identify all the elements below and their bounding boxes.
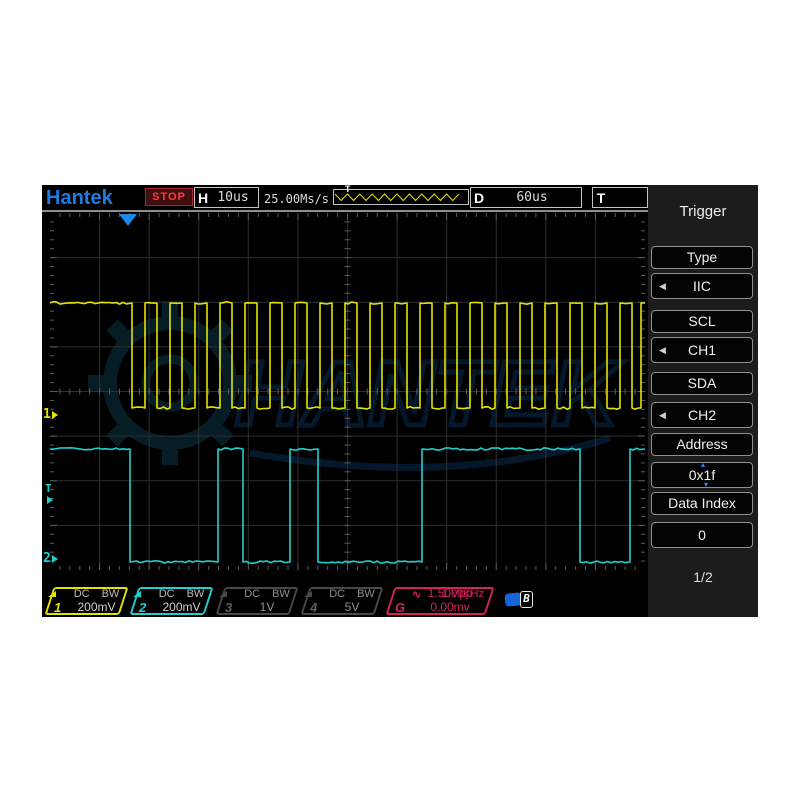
ch1-number: 1 xyxy=(54,600,62,615)
ramp-icon xyxy=(133,591,141,597)
menu-label-sda[interactable]: SDA xyxy=(651,372,753,395)
menu-value-scl[interactable]: ◀ CH1 xyxy=(651,337,753,363)
trigger-position-bar xyxy=(333,189,469,205)
menu-value-address[interactable]: ▴ 0x1f ▾ xyxy=(651,460,753,489)
svg-text:HANTEK: HANTEK xyxy=(235,343,625,445)
ch3-scale: 1V xyxy=(259,600,275,614)
ch4-number: 4 xyxy=(310,600,318,615)
ramp-icon xyxy=(304,591,312,597)
trigger-readout: T xyxy=(592,187,648,208)
ch1-badge[interactable]: 1 DC BW 200mV xyxy=(44,587,129,615)
oscilloscope-screen: Hantek STOP H 10us 25.00Ms/s T D 60us T … xyxy=(42,184,758,617)
menu-value-sda[interactable]: ◀ CH2 xyxy=(651,402,753,428)
menu-label-type[interactable]: Type xyxy=(651,246,753,269)
ch4-badge[interactable]: 4 DC BW 5V xyxy=(300,587,384,615)
generator-amplitude: 1.50Vpp xyxy=(427,586,473,600)
menu-label-address[interactable]: Address xyxy=(651,433,753,456)
menu-title: Trigger xyxy=(679,203,727,220)
menu-value-type[interactable]: ◀ IIC xyxy=(651,273,753,299)
ch3-badge[interactable]: 3 DC BW 1V xyxy=(215,587,299,615)
right-arrow-icon xyxy=(47,496,53,504)
trigger-icon: T xyxy=(596,189,606,206)
ch2-badge[interactable]: 2 DC BW 200mV xyxy=(129,587,214,615)
sample-rate: 25.00Ms/s xyxy=(264,192,330,206)
hantek-logo: Hantek xyxy=(46,187,113,209)
usb-device-indicator: B xyxy=(504,590,539,610)
trigger-level-marker[interactable]: T xyxy=(45,482,53,504)
digit-up-cursor: ▴ xyxy=(701,460,706,469)
usb-letter: B xyxy=(520,591,533,608)
top-status-bar: Hantek STOP H 10us 25.00Ms/s T D 60us T xyxy=(42,184,648,210)
menu-label-data-index[interactable]: Data Index xyxy=(651,492,753,515)
delay-value: 60us xyxy=(516,190,548,205)
ch1-scale: 200mV xyxy=(77,600,116,614)
menu-value-data-index[interactable]: 0 xyxy=(651,522,753,548)
trace-ch1-scl xyxy=(50,301,645,410)
ramp-icon xyxy=(219,591,227,597)
timebase-icon: H xyxy=(197,189,209,206)
left-arrow-icon: ◀ xyxy=(659,345,666,355)
generator-frequency: 1.00KHz xyxy=(441,588,484,600)
delay-readout: D 60us xyxy=(470,187,582,208)
ch4-scale: 5V xyxy=(344,600,360,614)
channel-status-bar: 1 DC BW 200mV 2 DC BW 200mV 3 DC BW 1V xyxy=(42,585,648,617)
memory-waveform-icon xyxy=(334,193,460,202)
sine-wave-icon: ∿ xyxy=(412,589,422,601)
menu-label-scl[interactable]: SCL xyxy=(651,310,753,333)
softkey-menu-panel: Trigger Type ◀ IIC SCL ◀ CH1 SDA ◀ CH2 A… xyxy=(648,185,758,617)
right-arrow-icon xyxy=(51,410,58,419)
topbar-separator xyxy=(42,210,648,212)
trace-ch2-sda xyxy=(50,447,645,564)
generator-letter: G xyxy=(395,600,406,615)
ch2-ground-marker[interactable]: 2 xyxy=(43,551,58,566)
ch3-number: 3 xyxy=(225,600,233,615)
generator-badge[interactable]: G ∿ 1.00KHz 1.50Vpp 0.00mv xyxy=(385,586,495,615)
trigger-bar-marker: T xyxy=(345,184,351,194)
trigger-position-marker[interactable] xyxy=(119,214,137,226)
digit-down-cursor: ▾ xyxy=(704,480,709,489)
ch2-scale: 200mV xyxy=(162,600,201,614)
ch2-number: 2 xyxy=(139,600,147,615)
delay-icon: D xyxy=(473,189,485,206)
waveform-display: HANTEK xyxy=(50,213,645,570)
run-state-badge: STOP xyxy=(145,188,193,206)
ch1-ground-marker[interactable]: 1 xyxy=(43,407,58,422)
generator-offset: 0.00mv xyxy=(430,600,470,614)
menu-page-indicator: 1/2 xyxy=(693,569,713,585)
right-arrow-icon xyxy=(51,554,58,563)
ramp-icon xyxy=(48,591,56,597)
timebase-value: 10us xyxy=(217,190,249,205)
left-arrow-icon: ◀ xyxy=(659,410,666,420)
left-arrow-icon: ◀ xyxy=(659,281,666,291)
timebase-readout: H 10us xyxy=(194,187,259,208)
